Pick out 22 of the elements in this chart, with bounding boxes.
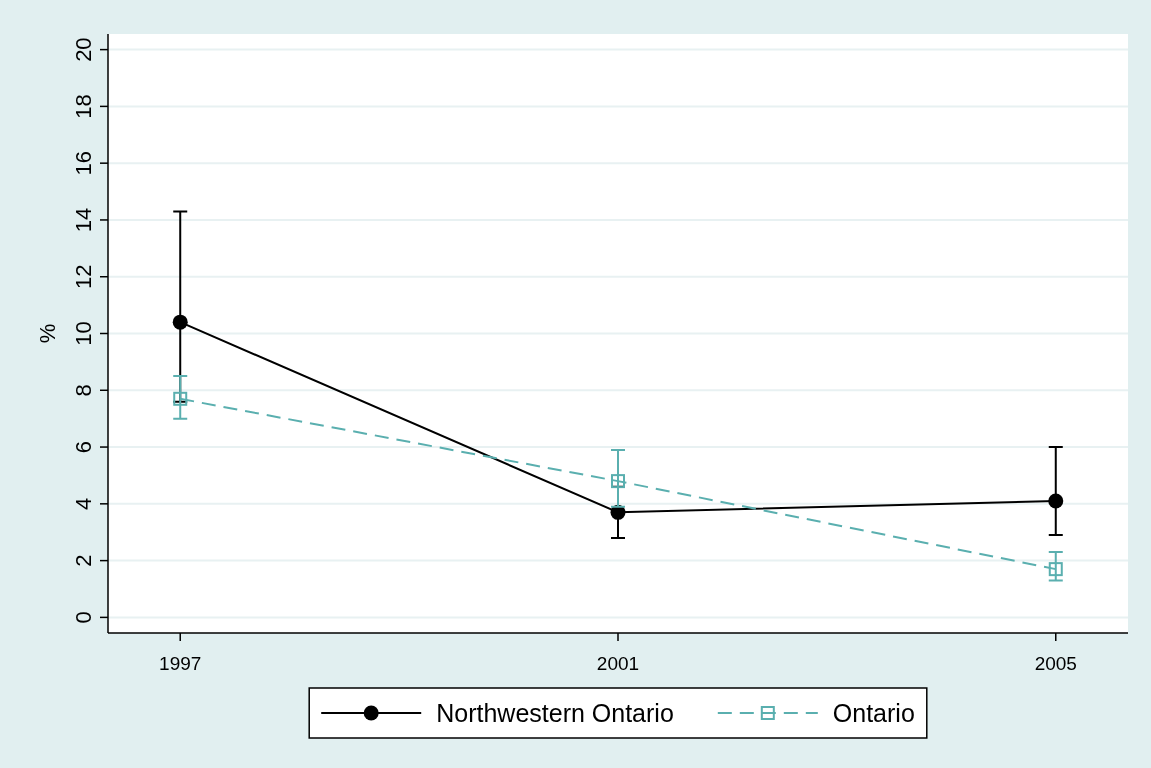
x-tick-label: 2001 [596,653,640,674]
x-tick-label: 1997 [159,653,202,674]
y-tick-label: 6 [71,440,96,454]
point [611,474,625,489]
legend-label: Northwestern Ontario [436,699,674,727]
y-tick-label: 14 [71,207,96,233]
point [1048,562,1063,577]
y-tick-label: 4 [71,497,96,510]
y-tick-label: 16 [71,150,96,176]
y-tick-label: 2 [71,554,96,567]
point [1048,493,1064,509]
y-tick-label: 18 [71,94,96,119]
y-tick-label: 8 [71,384,96,397]
x-tick-label: 2005 [1034,653,1077,674]
point [172,314,188,330]
y-axis-title: % [35,323,60,344]
y-tick-label: 0 [71,611,96,624]
y-tick-label: 20 [71,37,96,62]
point [173,391,188,406]
y-tick-label: 12 [71,264,96,289]
y-tick-label: 10 [71,321,96,346]
legend-label: Ontario [832,699,915,727]
